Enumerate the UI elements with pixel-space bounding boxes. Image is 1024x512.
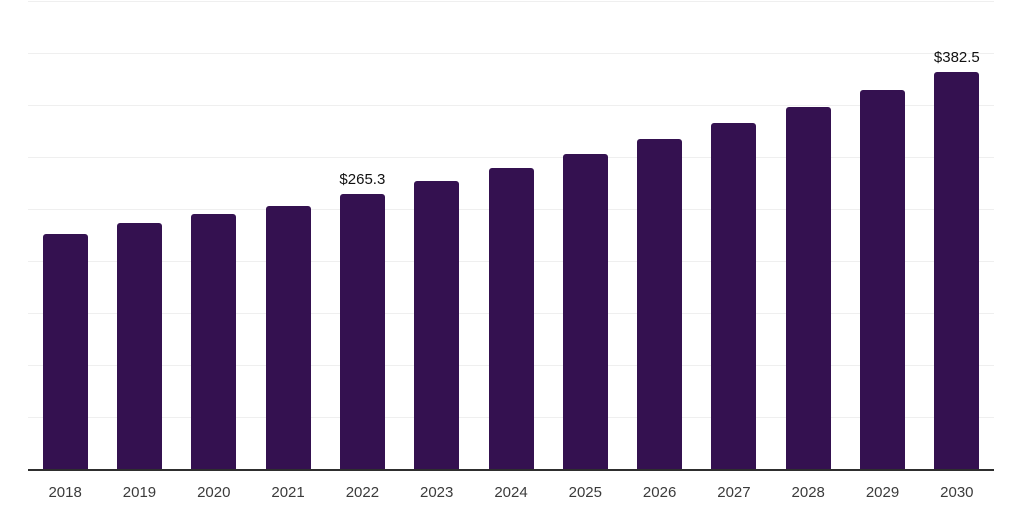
bar-2019 <box>116 222 162 470</box>
bar-2022 <box>339 194 385 470</box>
data-label-2022: $265.3 <box>339 171 386 189</box>
bar-2030 <box>934 72 980 470</box>
x-tick-label-2028: 2028 <box>791 484 825 501</box>
gridline <box>28 105 994 107</box>
x-tick-label-2030: 2030 <box>940 484 974 501</box>
bar-2024 <box>488 167 534 470</box>
bar-2029 <box>860 90 906 470</box>
x-tick-label-2020: 2020 <box>197 484 231 501</box>
x-tick-label-2027: 2027 <box>717 484 751 501</box>
bar-2021 <box>265 205 311 470</box>
bar-2025 <box>562 153 608 470</box>
bar-2026 <box>637 138 683 470</box>
x-axis-line <box>28 469 994 471</box>
bar-2027 <box>711 123 757 470</box>
x-tick-label-2024: 2024 <box>494 484 528 501</box>
x-tick-label-2021: 2021 <box>271 484 305 501</box>
x-tick-label-2023: 2023 <box>420 484 454 501</box>
gridline <box>28 1 994 3</box>
bar-2028 <box>785 107 831 470</box>
gridline <box>28 157 994 159</box>
gridline <box>28 53 994 55</box>
x-tick-label-2026: 2026 <box>642 484 677 501</box>
x-tick-label-2018: 2018 <box>48 484 82 501</box>
bar-2023 <box>414 181 460 470</box>
x-tick-label-2029: 2029 <box>865 484 900 501</box>
data-label-2030: $382.5 <box>933 49 980 67</box>
bar-2018 <box>42 233 88 470</box>
bar-2020 <box>191 214 237 470</box>
x-tick-label-2019: 2019 <box>122 484 157 501</box>
x-tick-label-2025: 2025 <box>568 484 602 501</box>
x-tick-label-2022: 2022 <box>345 484 380 501</box>
plot-area: $265.3 $382.5 <box>28 0 994 470</box>
